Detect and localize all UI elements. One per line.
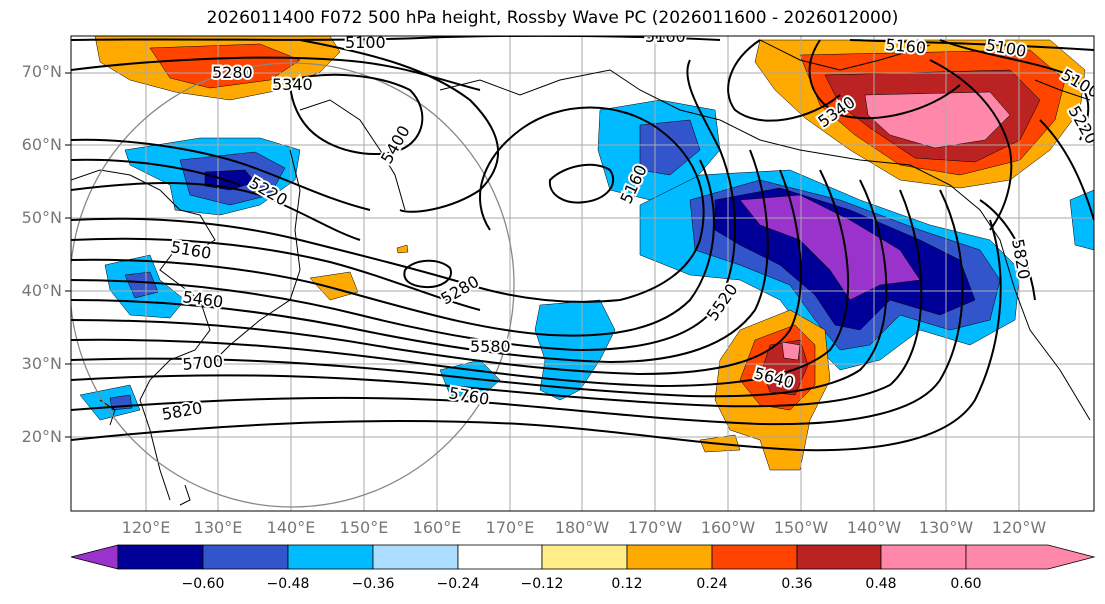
lat-label: 30°N	[21, 354, 62, 373]
plot-area: 5100 5160 5100 5160 5100 5280 5340 5400 …	[71, 27, 1094, 511]
height-contours	[71, 36, 1094, 452]
colorbar-tick-label: −0.60	[181, 576, 225, 592]
colorbar-swatch	[457, 544, 543, 570]
colorbar-tick-label: 0.60	[950, 576, 982, 592]
colorbar-swatch	[287, 544, 374, 570]
pc-shading	[79, 36, 1094, 471]
lon-label: 130°E	[193, 518, 243, 537]
map-frame	[70, 35, 1095, 512]
contour-label: 5160	[645, 27, 686, 46]
lon-label: 140°E	[266, 518, 316, 537]
colorbar-swatch	[541, 544, 628, 570]
lon-label: 130°W	[918, 518, 974, 537]
coastlines	[71, 39, 1091, 506]
lat-label: 70°N	[21, 62, 62, 81]
axis-ticks	[65, 72, 71, 438]
lat-label: 20°N	[21, 427, 62, 446]
colorbar-swatch	[880, 544, 967, 570]
contour-label: 5340	[272, 75, 313, 94]
colorbar-swatch	[626, 544, 713, 570]
lon-label: 160°W	[700, 518, 756, 537]
colorbar-swatch	[70, 544, 119, 570]
colorbar-swatch	[117, 544, 204, 570]
lon-label: 150°W	[773, 518, 829, 537]
colorbar-swatch	[965, 544, 1096, 570]
contour-label: 5100	[345, 33, 386, 52]
lon-label: 170°E	[485, 518, 535, 537]
colorbar-tick-label: −0.36	[351, 576, 395, 592]
lat-label: 60°N	[21, 135, 62, 154]
colorbar-tick-label: 0.12	[611, 576, 643, 592]
contour-label: 5160	[885, 35, 927, 57]
lat-label: 40°N	[21, 281, 62, 300]
colorbar-tick-label: 0.48	[865, 576, 897, 592]
lon-label: 170°W	[627, 518, 683, 537]
colorbar-swatch	[202, 544, 289, 570]
colorbar-swatch	[711, 544, 798, 570]
colorbar-swatch	[372, 544, 459, 570]
colorbar-tick-label: −0.12	[520, 576, 564, 592]
lat-label: 50°N	[21, 208, 62, 227]
colorbar-tick-label: −0.48	[266, 576, 310, 592]
colorbar	[70, 544, 1096, 570]
colorbar-tick-label: 0.24	[696, 576, 728, 592]
colorbar-swatch	[796, 544, 882, 570]
range-circle	[71, 62, 515, 508]
colorbar-tick-label: 0.36	[781, 576, 813, 592]
lon-label: 160°E	[412, 518, 462, 537]
lon-label: 180°W	[554, 518, 610, 537]
lon-label: 120°W	[991, 518, 1047, 537]
colorbar-tick-label: −0.24	[436, 576, 480, 592]
lon-label: 140°W	[846, 518, 902, 537]
contour-label: 5700	[182, 352, 224, 374]
contour-label: 5280	[212, 63, 253, 82]
lon-label: 120°E	[121, 518, 171, 537]
contour-label: 5580	[470, 337, 511, 356]
lon-label: 150°E	[339, 518, 389, 537]
map-title: 2026011400 F072 500 hPa height, Rossby W…	[206, 8, 899, 28]
